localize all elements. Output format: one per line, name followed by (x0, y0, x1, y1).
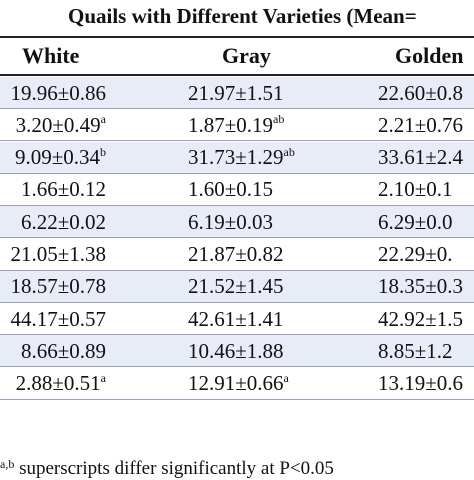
table-row: 19.96±0.86 21.97±1.51 22.60±0.8 (0, 77, 474, 109)
cell-golden: 2.10±0.1 (378, 177, 453, 202)
cell-golden: 2.21±0.76 (378, 112, 464, 137)
cell-gray: 21.52±1.45 (188, 274, 284, 299)
cell-golden: 13.19±0.6 (378, 371, 464, 396)
row-divider (0, 140, 474, 142)
cell-gray: 6.19±0.03 (188, 209, 274, 234)
cell-gray: 21.87±0.82 (188, 242, 284, 266)
cell-golden: 42.92±1.5 (378, 306, 464, 331)
table-title: Quails with Different Varieties (Mean= (68, 4, 417, 28)
cell-gray: 42.61±1.41 (188, 306, 284, 331)
row-divider (0, 301, 474, 303)
cell-gray: 21.97±1.51 (188, 80, 284, 105)
cell-white: 9.09±0.34 b (14, 144, 106, 170)
table-row: 8.66±0.89 10.46±1.88 8.85±1.2 (0, 335, 474, 368)
row-divider (0, 172, 474, 174)
table-row: 1.66±0.12 1.60±0.15 2.10±0.1 (0, 174, 474, 206)
table-row: 2.88±0.51 a 12.91±0.66 a 13.19±0.6 (0, 368, 474, 400)
cell-golden: 22.29±0. (378, 242, 453, 266)
table-footnote: a,b superscripts differ significantly at… (0, 458, 334, 480)
column-header-gray: Gray (222, 42, 271, 68)
table-row: 9.09±0.34 b 31.73±1.29 ab 33.61±2.4 (0, 141, 474, 174)
row-divider (0, 398, 474, 400)
cell-white: 21.05±1.38 (10, 242, 106, 266)
cell-gray: 31.73±1.29 ab (188, 144, 295, 170)
cell-white: 6.22±0.02 (20, 209, 106, 234)
row-divider (0, 108, 474, 109)
cell-gray: 12.91±0.66 a (188, 370, 289, 396)
top-rule (0, 36, 474, 38)
header-rule (0, 74, 474, 76)
cell-white: 18.57±0.78 (10, 274, 106, 299)
footnote-superscript: a,b (0, 457, 15, 471)
cell-golden: 18.35±0.3 (378, 274, 464, 299)
cell-white: 3.20±0.49 a (15, 112, 106, 137)
cell-white: 2.88±0.51 a (15, 370, 106, 396)
table-row: 3.20±0.49 a 1.87±0.19 ab 2.21±0.76 (0, 109, 474, 142)
cell-golden: 6.29±0.0 (378, 209, 453, 234)
cell-golden: 33.61±2.4 (378, 145, 464, 170)
row-divider (0, 269, 474, 271)
cell-white: 44.17±0.57 (10, 306, 106, 331)
row-divider (0, 204, 474, 206)
row-divider (0, 334, 474, 336)
footnote-text: superscripts differ significantly at P<0… (19, 458, 334, 479)
cell-gray: 10.46±1.88 (188, 338, 284, 363)
table-row: 6.22±0.02 6.19±0.03 6.29±0.0 (0, 206, 474, 239)
row-divider (0, 366, 474, 368)
column-header-white: White (22, 42, 80, 68)
cell-gray: 1.60±0.15 (188, 177, 274, 202)
cell-gray: 1.87±0.19 ab (188, 112, 285, 137)
header-row: White Gray Golden (0, 37, 474, 74)
table-row: 18.57±0.78 21.52±1.45 18.35±0.3 (0, 270, 474, 303)
column-header-golden: Golden (395, 42, 464, 68)
cell-golden: 22.60±0.8 (378, 80, 464, 105)
cell-white: 19.96±0.86 (10, 80, 106, 105)
row-divider (0, 237, 474, 239)
table-row: 44.17±0.57 42.61±1.41 42.92±1.5 (0, 303, 474, 336)
table-row: 21.05±1.38 21.87±0.82 22.29±0. (0, 239, 474, 271)
cell-golden: 8.85±1.2 (378, 338, 453, 363)
cell-white: 8.66±0.89 (20, 338, 106, 363)
cell-white: 1.66±0.12 (20, 177, 106, 202)
